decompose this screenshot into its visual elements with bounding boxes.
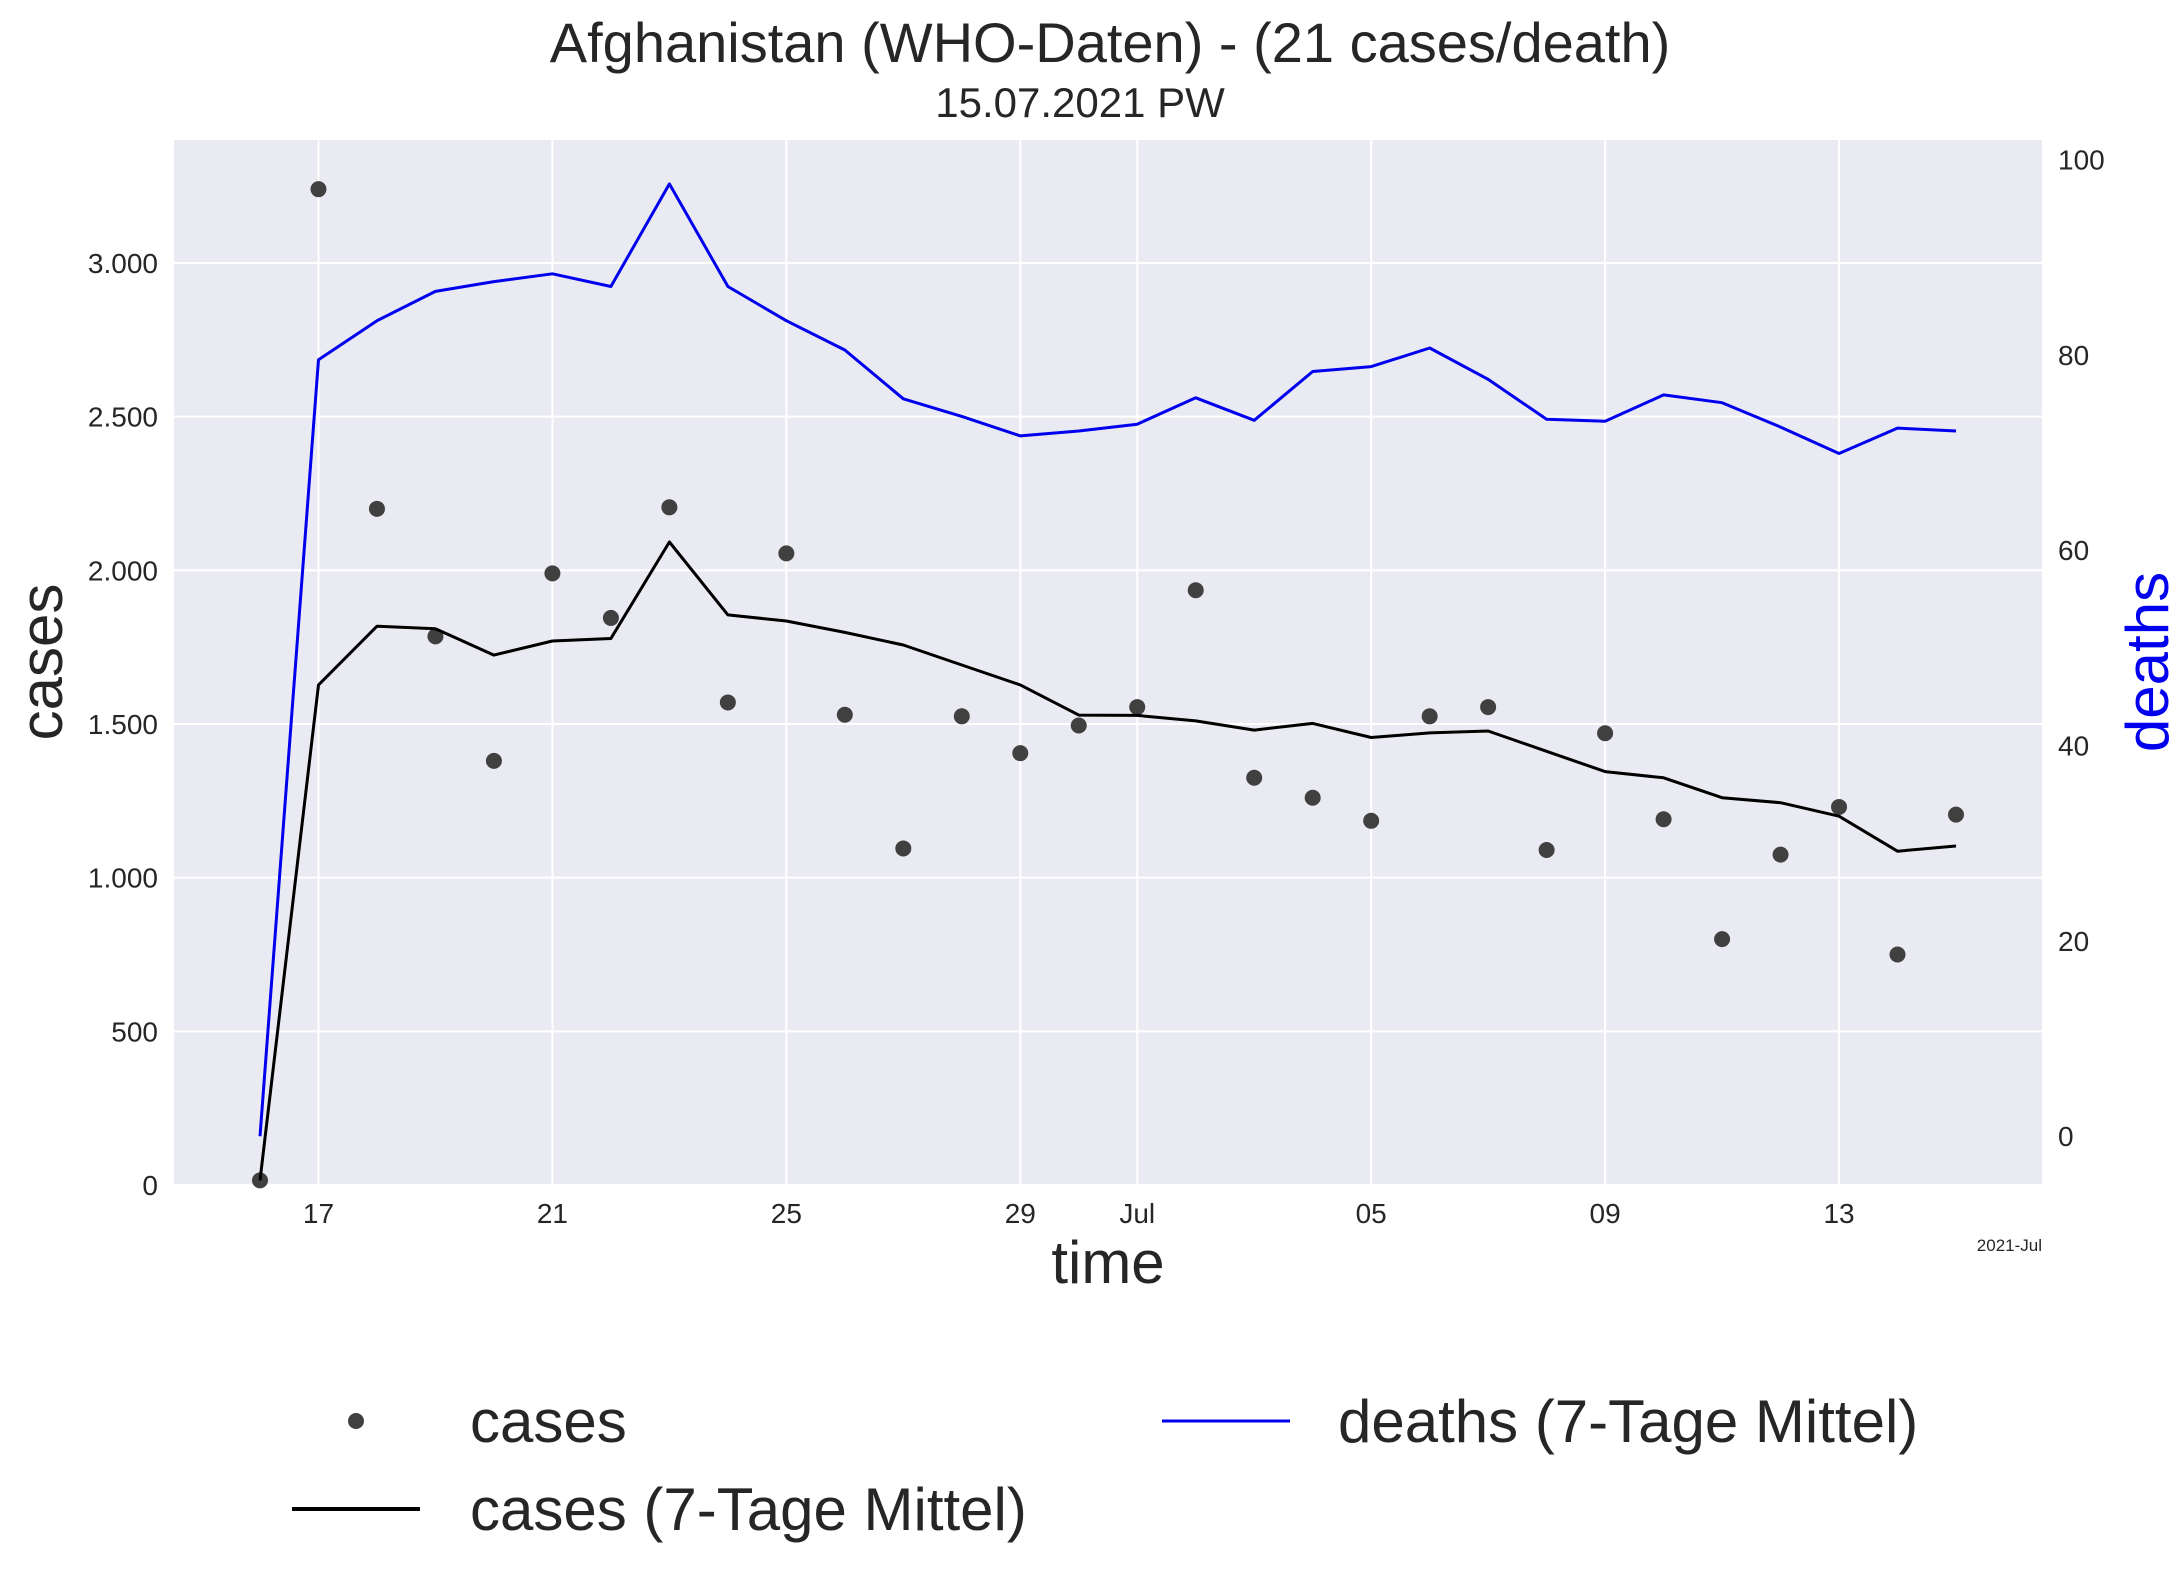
- cases-point: [1421, 708, 1438, 725]
- cases-point: [1948, 806, 1964, 823]
- cases-point: [310, 181, 327, 198]
- legend-label-deaths-7day: deaths (7-Tage Mittel): [1338, 1388, 1918, 1455]
- y-axis-label-right: deaths: [2114, 572, 2180, 752]
- cases-point: [1655, 811, 1672, 828]
- y-tick-label: 2.000: [88, 555, 158, 586]
- y-tick-label-right: 0: [2058, 1121, 2074, 1152]
- cases-point: [953, 708, 970, 725]
- x-tick-label: Jul: [1119, 1198, 1155, 1229]
- cases-point: [1538, 841, 1555, 858]
- x-tick-label: 29: [1005, 1198, 1036, 1229]
- x-tick-label: 13: [1823, 1198, 1854, 1229]
- y-tick-label: 2.500: [88, 402, 158, 433]
- grid: [174, 140, 2042, 1186]
- plot-area: [174, 140, 2042, 1185]
- cases-point: [1363, 812, 1380, 829]
- x-tick-label: 21: [537, 1198, 568, 1229]
- cases-point: [1831, 798, 1848, 815]
- cases-point: [1480, 699, 1497, 716]
- series-layer: [252, 181, 1964, 1189]
- cases-point: [602, 609, 619, 626]
- cases-point: [1597, 725, 1614, 742]
- x-tick-label: 17: [303, 1198, 334, 1229]
- cases-point: [719, 694, 736, 711]
- x-tick-label: 25: [771, 1198, 802, 1229]
- cases-point: [1889, 946, 1906, 963]
- cases-point: [1129, 699, 1146, 716]
- legend: cases cases (7-Tage Mittel) deaths (7-Ta…: [292, 1388, 1918, 1543]
- cases-point: [544, 565, 561, 582]
- y-tick-label-right: 80: [2058, 340, 2089, 371]
- ticks: 0 500 1.000 1.500 2.000 2.500 3.000 0 20 40 60 80 10…: [88, 145, 2105, 1229]
- cases-point: [485, 752, 502, 769]
- y-tick-label: 500: [111, 1016, 158, 1047]
- y-tick-label-right: 20: [2058, 926, 2089, 957]
- cases-point: [1304, 789, 1321, 806]
- cases-point: [1070, 717, 1087, 734]
- cases-point: [1246, 769, 1263, 786]
- x-tick-label: 09: [1590, 1198, 1621, 1229]
- legend-label-cases-7day: cases (7-Tage Mittel): [470, 1476, 1027, 1543]
- x-axis-period-note: 2021-Jul: [1977, 1236, 2042, 1255]
- y-tick-label: 3.000: [88, 248, 158, 279]
- cases-point: [1772, 846, 1789, 863]
- cases-point: [778, 545, 795, 562]
- cases-point: [368, 500, 385, 517]
- cases-7day-line: [258, 540, 1957, 1181]
- chart-subtitle: 15.07.2021 PW: [935, 79, 1225, 126]
- chart-title: Afghanistan (WHO-Daten) - (21 cases/deat…: [550, 11, 1670, 74]
- legend-marker-cases: [348, 1413, 364, 1429]
- y-tick-label: 1.000: [88, 863, 158, 894]
- y-tick-label-right: 100: [2058, 145, 2105, 176]
- cases-point: [1187, 582, 1204, 599]
- y-axis-label: cases: [8, 584, 75, 741]
- deaths-7day-line: [258, 182, 1957, 1137]
- cases-point: [836, 706, 853, 723]
- cases-point: [427, 628, 444, 645]
- x-tick-label: 05: [1356, 1198, 1387, 1229]
- cases-point: [1012, 745, 1029, 762]
- cases-point: [661, 499, 678, 516]
- legend-label-cases: cases: [470, 1388, 627, 1455]
- y-tick-label-right: 40: [2058, 731, 2089, 762]
- y-tick-label-right: 60: [2058, 535, 2089, 566]
- cases-point: [895, 840, 912, 857]
- cases-point: [1714, 931, 1731, 948]
- x-axis-label: time: [1051, 1229, 1164, 1296]
- y-tick-label: 0: [142, 1170, 158, 1201]
- y-tick-label: 1.500: [88, 709, 158, 740]
